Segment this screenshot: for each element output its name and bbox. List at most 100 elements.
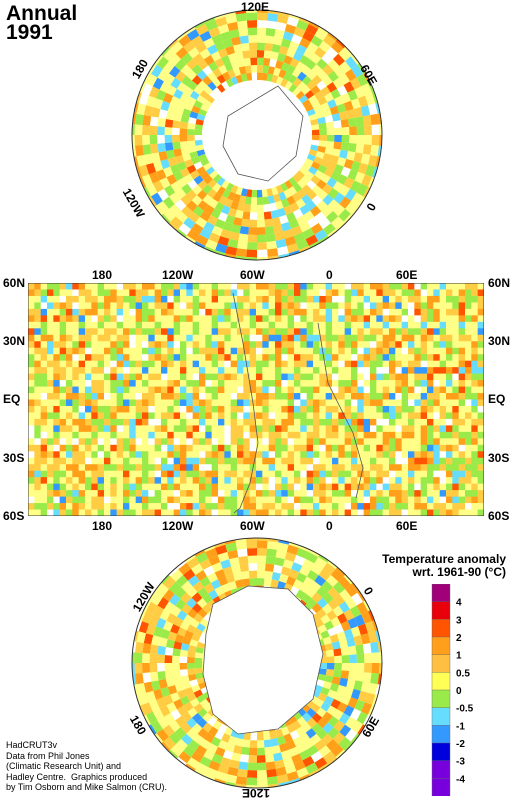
anomaly-cell [187,608,198,619]
anomaly-cell [199,283,206,290]
anomaly-cell [85,289,92,297]
anomaly-cell [53,470,61,478]
anomaly-cell [265,226,275,235]
anomaly-cell [325,141,335,149]
anomaly-cell [376,457,384,465]
anomaly-cell [72,438,80,446]
anomaly-cell [471,470,479,478]
anomaly-cell [236,202,245,212]
anomaly-cell [224,295,232,303]
anomaly-cell [300,451,308,459]
anomaly-cell [294,431,301,439]
anomaly-cell [266,20,277,30]
anomaly-cell [154,315,162,323]
anomaly-cell [281,360,289,368]
lat-right-60n: 60N [488,276,511,290]
anomaly-cell [344,308,352,316]
anomaly-cell [439,321,447,329]
anomaly-cell [237,496,244,504]
anomaly-cell [268,477,276,485]
anomaly-cell [116,431,124,439]
anomaly-cell [72,503,80,511]
anomaly-cell [230,380,238,388]
anomaly-cell [97,354,105,362]
anomaly-cell [248,42,257,51]
anomaly-cell [257,747,266,756]
anomaly-cell [170,41,184,54]
anomaly-cell [135,483,143,491]
anomaly-cell [306,418,314,426]
anomaly-cell [382,283,390,290]
anomaly-cell [59,418,67,426]
anomaly-cell [439,386,447,394]
anomaly-cell [452,289,460,297]
anomaly-cell [72,360,80,368]
anomaly-cell [357,399,365,407]
anomaly-cell [446,341,453,349]
anomaly-cell [85,444,92,452]
anomaly-cell [149,663,158,673]
anomaly-cell [224,444,232,452]
anomaly-cell [179,135,188,142]
anomaly-cell [376,289,384,297]
anomaly-cell [180,367,187,375]
anomaly-cell [224,405,232,413]
anomaly-cell [135,412,143,420]
anomaly-cell [465,354,472,362]
anomaly-cell [427,418,434,426]
anomaly-cell [149,135,158,145]
anomaly-cell [370,673,380,685]
anomaly-cell [322,108,332,117]
anomaly-cell [203,54,215,66]
anomaly-cell [465,328,472,336]
anomaly-cell [257,755,266,763]
anomaly-cell [357,360,365,368]
anomaly-cell [257,249,268,258]
anomaly-cell [370,289,377,297]
anomaly-cell [157,188,169,201]
anomaly-cell [72,483,80,491]
anomaly-cell [91,470,99,478]
anomaly-cell [351,470,358,478]
anomaly-cell [458,295,466,303]
anomaly-cell [72,470,80,478]
anomaly-cell [249,367,257,375]
anomaly-cell [123,464,130,472]
anomaly-cell [154,328,162,336]
anomaly-cell [246,189,253,198]
legend-tick-label: 1 [456,651,462,662]
anomaly-cell [211,341,219,349]
anomaly-cell [439,503,447,511]
anomaly-cell [78,341,86,349]
anomaly-cell [465,380,472,388]
anomaly-cell [433,315,441,323]
anomaly-cell [389,341,396,349]
anomaly-cell [314,698,325,708]
anomaly-cell [224,283,232,290]
anomaly-cell [306,189,318,201]
anomaly-cell [311,184,323,196]
anomaly-cell [148,699,160,712]
anomaly-cell [129,341,137,349]
anomaly-cell [34,347,42,355]
anomaly-cell [458,328,466,336]
anomaly-cell [187,656,195,663]
anomaly-cell [173,444,181,452]
anomaly-cell [161,283,168,290]
anomaly-cell [389,412,396,420]
anomaly-cell [167,386,175,394]
anomaly-cell [427,490,434,498]
anomaly-cell [286,16,299,27]
anomaly-cell [458,470,466,478]
anomaly-cell [243,451,251,459]
anomaly-cell [389,490,396,498]
anomaly-cell [180,302,187,310]
anomaly-cell [66,354,73,362]
anomaly-cell [287,483,295,491]
anomaly-cell [313,393,320,400]
anomaly-cell [420,347,428,355]
anomaly-cell [275,373,282,381]
anomaly-cell [104,490,111,498]
anomaly-cell [161,405,168,413]
anomaly-cell [257,762,267,771]
